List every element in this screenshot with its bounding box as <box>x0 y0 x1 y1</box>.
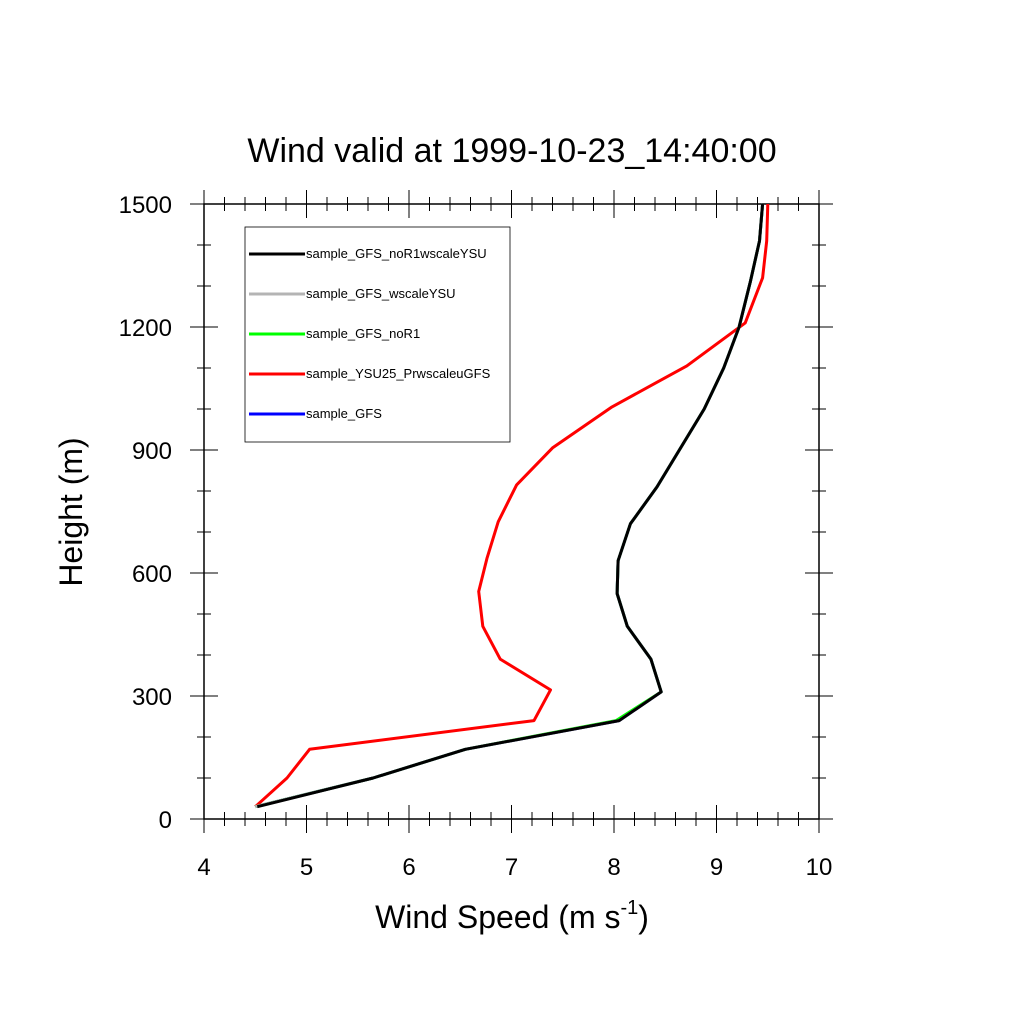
legend: sample_GFS_noR1wscaleYSU sample_GFS_wscal… <box>244 226 511 443</box>
x-tick-label: 5 <box>300 854 313 881</box>
legend-label-sample-gfs-nor1wscaleysu: sample_GFS_noR1wscaleYSU <box>306 246 487 261</box>
axis-ticks <box>190 190 833 833</box>
x-tick-label: 4 <box>197 854 210 881</box>
x-tick-label: 7 <box>505 854 518 881</box>
y-tick-label: 600 <box>132 561 172 588</box>
legend-label-sample-ysu25-prwscaleugfs: sample_YSU25_PrwscaleuGFS <box>306 366 491 381</box>
legend-label-sample-gfs: sample_GFS <box>306 406 382 421</box>
y-tick-label: 0 <box>159 807 172 834</box>
chart-title: Wind valid at 1999-10-23_14:40:00 <box>247 132 776 170</box>
y-axis-label: Height (m) <box>53 437 89 586</box>
legend-items: sample_GFS_noR1wscaleYSU sample_GFS_wscal… <box>249 246 491 421</box>
x-tick-labels: 4 5 6 7 8 9 10 <box>197 854 832 881</box>
x-tick-label: 8 <box>607 854 620 881</box>
y-tick-label: 1200 <box>119 315 172 342</box>
y-tick-label: 300 <box>132 684 172 711</box>
y-tick-label: 1500 <box>119 192 172 219</box>
x-axis-label-superscript: -1 <box>620 897 638 919</box>
series-lines <box>254 203 770 809</box>
x-tick-label: 6 <box>402 854 415 881</box>
x-tick-label: 9 <box>710 854 723 881</box>
x-axis-label: Wind Speed (m s-1) <box>375 897 649 935</box>
x-axis-label-end: ) <box>638 899 649 935</box>
legend-label-sample-gfs-wscaleysu: sample_GFS_wscaleYSU <box>306 286 456 301</box>
series-line-sample-gfs-nor1wscaleysu <box>256 203 765 809</box>
y-tick-labels: 0 300 600 900 1200 1500 <box>119 192 172 834</box>
x-tick-label: 10 <box>806 854 833 881</box>
legend-label-sample-gfs-nor1: sample_GFS_noR1 <box>306 326 420 341</box>
series-line-sample-ysu25-prwscaleugfs <box>254 203 770 808</box>
y-tick-label: 900 <box>132 438 172 465</box>
plot-area <box>190 190 833 833</box>
